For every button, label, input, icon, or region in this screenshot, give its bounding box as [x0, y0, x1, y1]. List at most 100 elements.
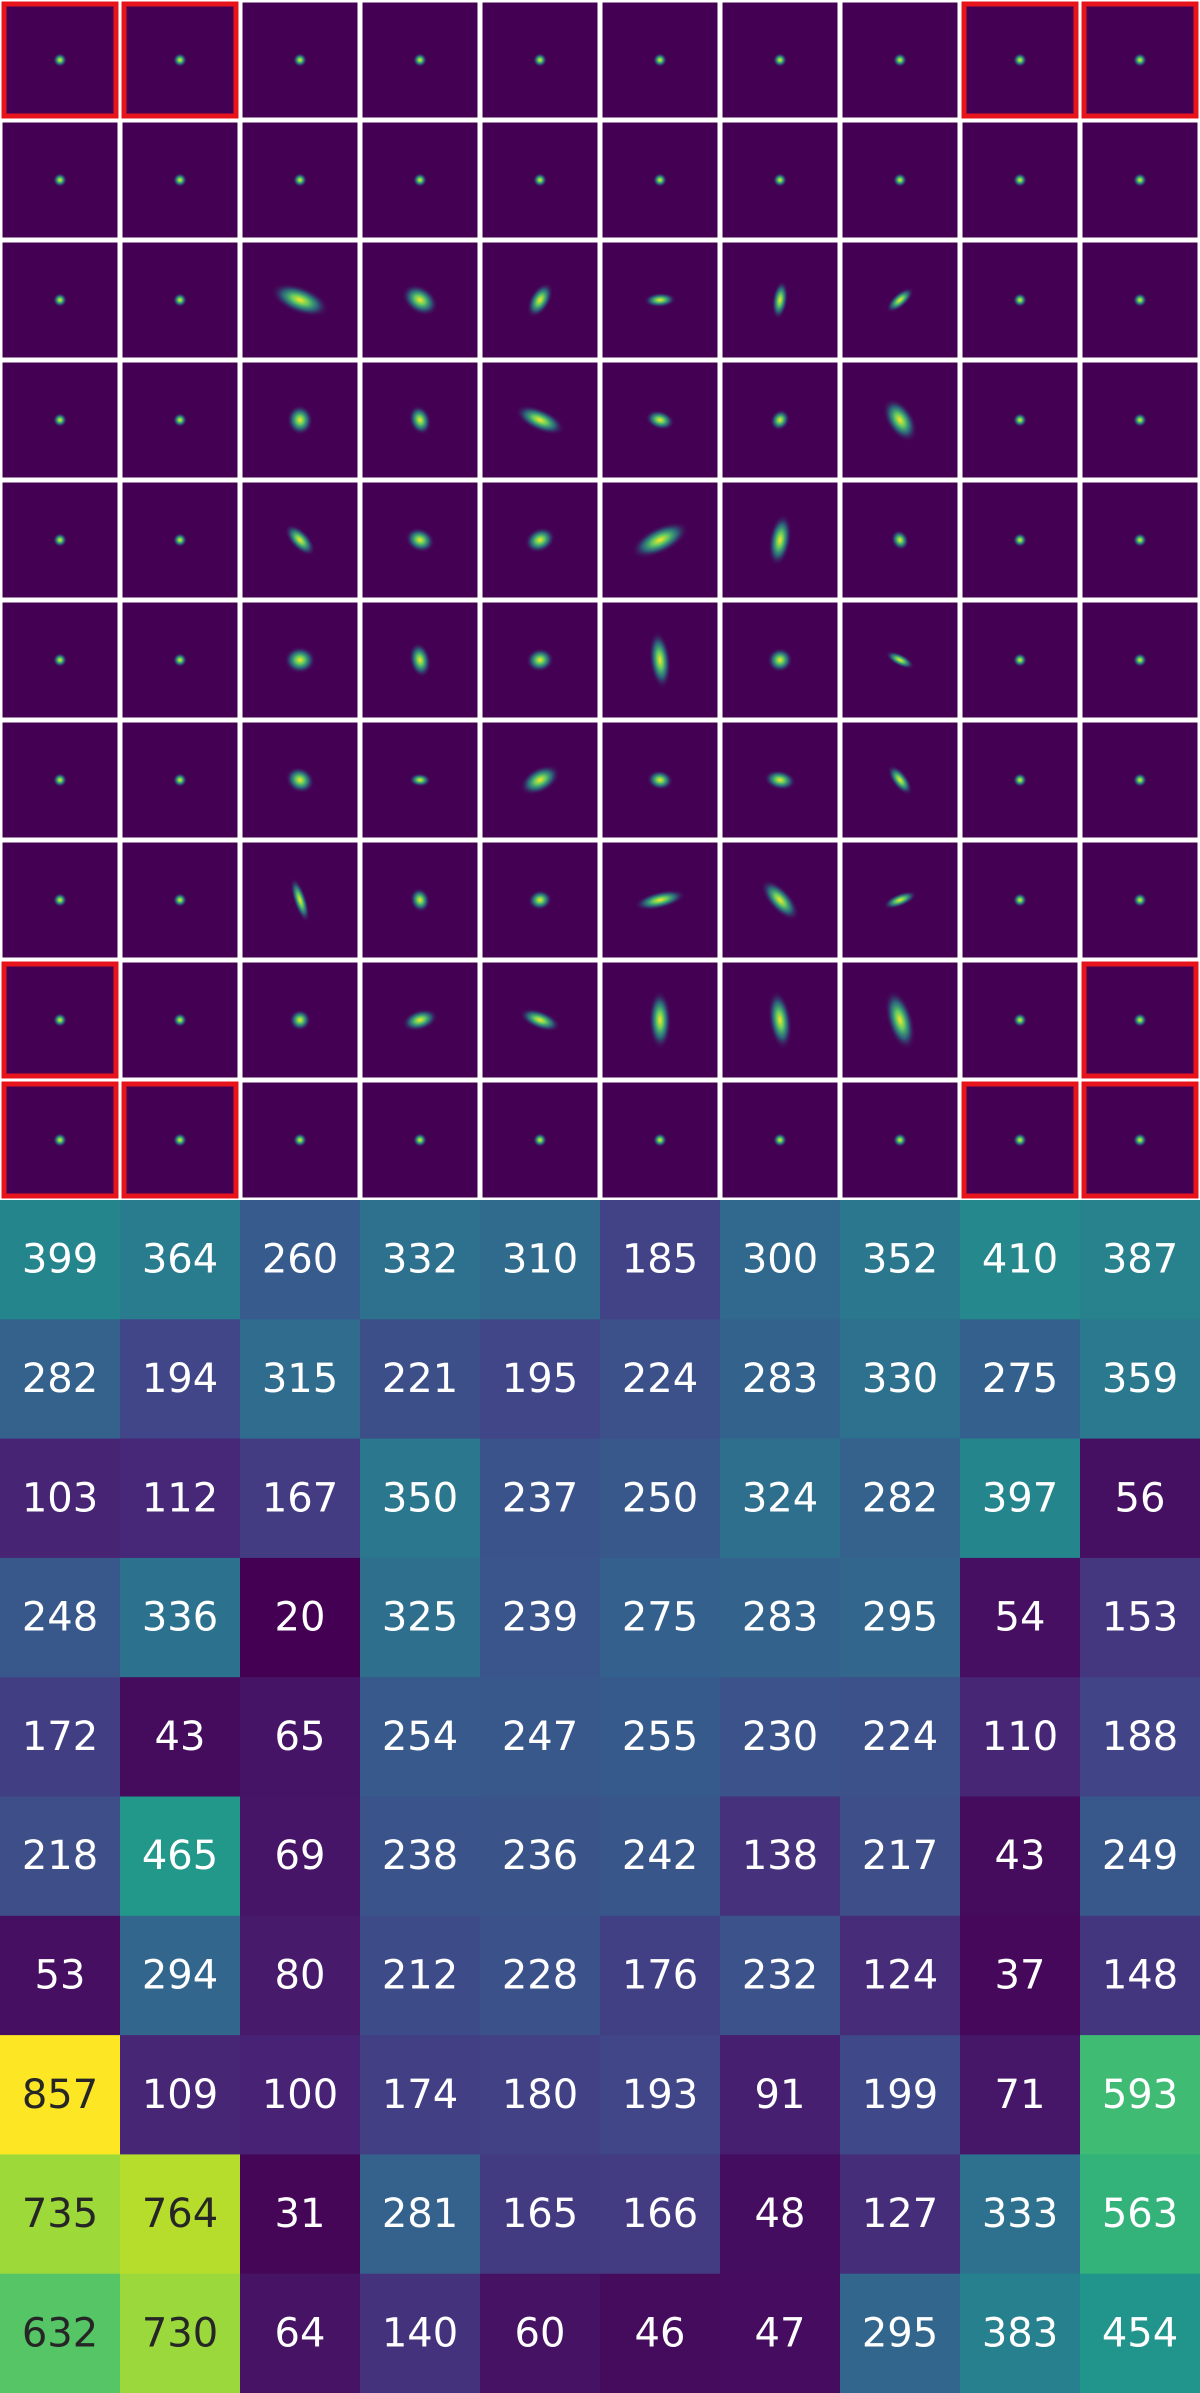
heatmap-cell [720, 1557, 841, 1678]
patch-blob [1133, 53, 1147, 67]
patch-blob [1133, 533, 1147, 547]
cell-label: 193 [622, 2072, 698, 2118]
heatmap-cell [360, 1557, 481, 1678]
cell-label: 332 [382, 1237, 458, 1283]
heatmap-cell [0, 2035, 121, 2155]
highlight-border [121, 1, 239, 119]
patch-blob [53, 653, 67, 667]
cell-label: 387 [1102, 1237, 1178, 1283]
cell-label: 176 [622, 1952, 698, 1998]
cell-label: 236 [502, 1833, 578, 1879]
heatmap-cell [0, 1200, 121, 1320]
heatmap-cell [120, 1319, 241, 1440]
patch-blob [1013, 773, 1027, 787]
cell-label: 65 [275, 1714, 326, 1760]
patch-blob [173, 412, 187, 427]
heatmap-cell [600, 2273, 721, 2393]
heatmap-cell [360, 1677, 481, 1797]
heatmap-cell [720, 2035, 841, 2155]
patch-blob [892, 53, 907, 67]
heatmap-cell [240, 2154, 361, 2275]
patch-blob [767, 647, 793, 673]
heatmap-cell [480, 2035, 601, 2155]
heatmap-cell [360, 1319, 481, 1440]
patch-blob [284, 646, 316, 674]
cell-label: 239 [502, 1595, 578, 1641]
patch-blob [882, 398, 918, 442]
heatmap-cell [360, 2035, 481, 2155]
heatmap-cell [360, 2273, 481, 2393]
patch-blob [893, 173, 907, 187]
cell-label: 242 [622, 1833, 698, 1879]
heatmap-cell [600, 1557, 721, 1678]
cell-label: 110 [982, 1714, 1058, 1760]
cell-label: 275 [622, 1595, 698, 1641]
patch-blob [1013, 893, 1027, 907]
highlight-border [1081, 1, 1199, 119]
patch-blob [1133, 293, 1147, 307]
heatmap-cell [600, 1438, 721, 1559]
heatmap-cell [840, 1200, 961, 1320]
cell-label: 148 [1102, 1952, 1178, 1998]
cell-label: 237 [502, 1475, 578, 1521]
patch-blob [1133, 893, 1147, 907]
heatmap-cell [480, 1319, 601, 1440]
cell-label: 180 [502, 2072, 578, 2118]
cell-label: 283 [742, 1595, 818, 1641]
patch-blob [412, 1133, 427, 1147]
cell-label: 283 [742, 1356, 818, 1402]
heatmap-cell [1080, 2035, 1200, 2155]
patch-blob [886, 287, 914, 313]
heatmap-cell [360, 1796, 481, 1917]
heatmap-cell [480, 1796, 601, 1917]
heatmap-cell [960, 1319, 1081, 1440]
heatmap-cell [960, 2035, 1081, 2155]
heatmap-cell [840, 2035, 961, 2155]
heatmap-cell [840, 1438, 961, 1559]
cell-label: 350 [382, 1475, 458, 1521]
patch-blob [526, 282, 554, 318]
cell-label: 53 [35, 1952, 86, 1998]
patch-blob [653, 173, 667, 187]
heatmap-cell [720, 1200, 841, 1320]
cell-label: 857 [22, 2072, 98, 2118]
cell-label: 282 [22, 1356, 98, 1402]
heatmap-cell [1080, 1319, 1200, 1440]
patch-blob [526, 647, 554, 673]
patch-blob [53, 533, 67, 547]
cell-label: 69 [275, 1833, 326, 1879]
patch-blob [270, 283, 330, 317]
patch-blob [173, 653, 187, 667]
cell-label: 282 [862, 1475, 938, 1521]
heatmap-cell [720, 2273, 841, 2393]
heatmap-cell [480, 1438, 601, 1559]
patch-blob [173, 893, 187, 907]
cell-label: 100 [262, 2072, 338, 2118]
patch-blob [767, 990, 793, 1050]
cell-label: 410 [982, 1237, 1058, 1283]
heatmap-cell [600, 1915, 721, 2036]
heatmap-cell [360, 1438, 481, 1559]
cell-label: 383 [982, 2310, 1058, 2356]
cell-label: 48 [755, 2191, 806, 2237]
heatmap-cell [840, 1677, 961, 1797]
heatmap-cell [600, 2035, 721, 2155]
heatmap-cell [120, 2273, 241, 2393]
heatmap-cell [1080, 1796, 1200, 1917]
cell-label: 218 [22, 1833, 98, 1879]
cell-label: 330 [862, 1356, 938, 1402]
highlight-border [121, 1081, 239, 1199]
cell-label: 91 [755, 2072, 806, 2118]
cell-label: 31 [275, 2191, 326, 2237]
cell-label: 80 [275, 1952, 326, 1998]
cell-label: 109 [142, 2072, 218, 2118]
heatmap-cell [240, 1915, 361, 2036]
highlight-border [1, 961, 119, 1079]
patch-blob [413, 53, 427, 67]
patch-blob [409, 773, 431, 787]
cell-label: 324 [742, 1475, 818, 1521]
heatmap-cell [0, 1915, 121, 2036]
heatmap-cell [600, 1677, 721, 1797]
heatmap-cell [720, 1796, 841, 1917]
